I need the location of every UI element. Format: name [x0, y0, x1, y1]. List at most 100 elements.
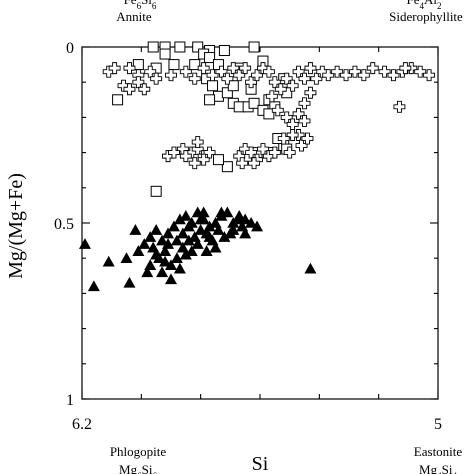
open-cross-point: [298, 72, 311, 85]
open-cross-point: [248, 157, 261, 170]
siderophyllite-formula-label: Fe4Al2: [407, 0, 442, 11]
open-cross-point: [221, 72, 234, 85]
annite-formula-label: Fe6Si6: [124, 0, 157, 11]
open-cross-point: [188, 157, 201, 170]
open-cross-point: [357, 69, 370, 82]
open-cross-point: [295, 139, 308, 152]
open-square-point: [147, 41, 159, 53]
open-cross-point: [298, 97, 311, 110]
open-cross-point: [191, 136, 204, 148]
open-cross-point: [197, 153, 210, 166]
open-cross-point: [286, 129, 299, 141]
open-cross-point: [188, 72, 201, 85]
filled-triangle-point: [159, 255, 172, 267]
open-cross-point: [387, 69, 400, 82]
open-cross-point: [378, 65, 391, 78]
open-cross-point: [331, 65, 344, 78]
open-cross-point: [206, 69, 219, 82]
filled-triangle-point: [129, 224, 142, 235]
open-cross-point: [423, 69, 436, 82]
annite-label: Annite: [116, 9, 152, 24]
filled-triangle-point: [227, 217, 240, 228]
open-square-point: [192, 41, 204, 53]
open-cross-point: [298, 114, 311, 127]
filled-triangle-point: [239, 227, 252, 239]
filled-triangle-point: [167, 220, 180, 232]
filled-triangle-point: [239, 213, 252, 225]
open-cross-point: [236, 157, 249, 170]
filled-triangle-point: [123, 276, 136, 288]
filled-triangle-point: [215, 206, 228, 218]
open-cross-point: [265, 90, 278, 103]
open-cross-point: [239, 62, 252, 75]
filled-triangle-point: [170, 252, 183, 263]
filled-triangle-point: [132, 245, 145, 256]
open-cross-point: [179, 65, 192, 78]
filled-triangle-point: [182, 234, 195, 246]
filled-triangle-point: [227, 224, 240, 235]
scatter-points: [78, 41, 436, 292]
filled-triangle-point: [304, 262, 317, 274]
open-square-point: [212, 154, 224, 166]
filled-triangle-point: [179, 248, 192, 260]
open-cross-point: [277, 132, 290, 145]
filled-triangle-point: [203, 231, 216, 242]
open-cross-point: [168, 146, 180, 159]
y-tick-label: 0: [66, 40, 74, 57]
open-cross-point: [271, 104, 284, 117]
open-cross-point: [366, 62, 379, 75]
x-tick-label: 5: [434, 416, 442, 433]
filled-triangle-point: [153, 252, 166, 263]
open-square-point: [248, 97, 260, 109]
open-square-point: [218, 45, 230, 57]
filled-triangle-point: [179, 209, 192, 221]
y-tick-label: 1: [66, 392, 74, 409]
open-cross-point: [251, 69, 263, 82]
y-tick-label: 0.5: [54, 216, 74, 233]
siderophyllite-label: Siderophyllite: [389, 9, 463, 24]
filled-triangle-point: [170, 234, 183, 246]
filled-triangle-point: [245, 217, 258, 228]
filled-triangle-point: [233, 209, 246, 221]
open-cross-point: [268, 146, 281, 159]
filled-triangle-point: [200, 245, 213, 256]
open-cross-point: [123, 62, 136, 75]
filled-triangle-point: [173, 262, 186, 274]
filled-triangle-point: [191, 238, 204, 249]
eastonite-formula-label: Mg4Si4: [419, 462, 457, 474]
filled-triangle-point: [236, 220, 249, 232]
open-cross-point: [399, 62, 412, 75]
open-cross-point: [348, 65, 361, 78]
open-square-point: [174, 41, 186, 53]
open-square-point: [207, 80, 219, 92]
filled-triangle-point: [218, 231, 231, 242]
open-cross-point: [301, 132, 314, 145]
open-cross-point: [283, 146, 296, 159]
open-square-point: [112, 94, 124, 106]
open-cross-point: [203, 146, 216, 159]
filled-triangle-point: [194, 213, 207, 225]
filled-triangle-point: [138, 238, 151, 249]
filled-triangle-point: [144, 231, 157, 242]
phlogopite-formula-label: Mg6Si6: [119, 462, 157, 474]
open-square-point: [159, 48, 171, 60]
filled-triangle-point: [209, 241, 222, 253]
x-tick-label: 6.2: [72, 416, 92, 433]
open-cross-point: [179, 150, 192, 163]
filled-triangle-point: [87, 280, 100, 292]
filled-triangle-point: [173, 213, 186, 225]
open-cross-point: [245, 76, 258, 89]
filled-triangle-point: [162, 227, 175, 239]
filled-triangle-point: [165, 259, 177, 271]
open-cross-point: [108, 62, 121, 75]
filled-triangle-point: [197, 206, 210, 218]
filled-triangle-point: [156, 234, 169, 246]
filled-triangle-point: [251, 220, 264, 232]
open-square-point: [189, 59, 201, 71]
open-square-point: [263, 108, 275, 120]
y-axis-title: Mg/(Mg+Fe): [5, 173, 27, 279]
open-cross-point: [286, 79, 299, 92]
filled-triangle-point: [78, 238, 91, 249]
filled-triangle-point: [156, 266, 169, 278]
